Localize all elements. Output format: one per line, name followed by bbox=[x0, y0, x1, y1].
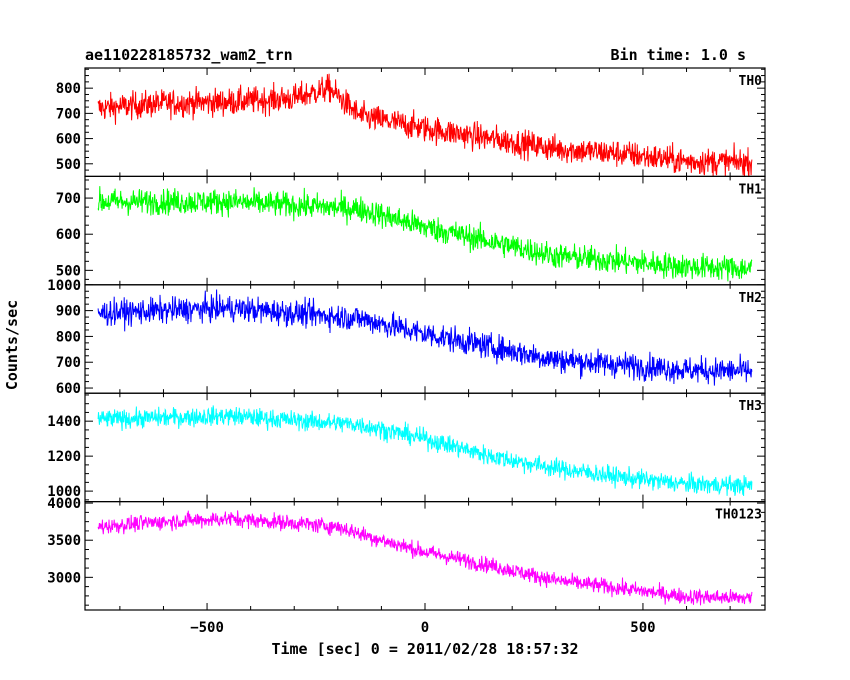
panel-th0: 500 600 700 800 TH0 bbox=[56, 67, 766, 178]
panel-th2: 600 700 800 900 1000 TH2 bbox=[47, 278, 766, 397]
chart-title: ae110228185732_wam2_trn bbox=[85, 46, 293, 64]
y-tick-label: 700 bbox=[56, 106, 81, 122]
panel-th1: 500 600 700 TH1 bbox=[56, 175, 766, 286]
series-line-th3 bbox=[97, 405, 753, 497]
series-label-th0: TH0 bbox=[739, 74, 763, 89]
series-label-th3: TH3 bbox=[739, 399, 762, 414]
y-tick-label: 500 bbox=[56, 157, 81, 173]
panel-frame bbox=[84, 392, 766, 503]
x-tick-label: 0 bbox=[421, 620, 429, 636]
x-tick-label: −500 bbox=[190, 620, 224, 636]
series-label-th1: TH1 bbox=[739, 182, 763, 197]
y-tick-label: 600 bbox=[56, 132, 81, 148]
y-tick-label: 600 bbox=[56, 381, 81, 397]
series-line-th0 bbox=[97, 73, 753, 177]
y-tick-label: 1000 bbox=[47, 484, 81, 500]
y-tick-label: 800 bbox=[56, 329, 81, 345]
bin-time-label: Bin time: 1.0 s bbox=[611, 46, 746, 64]
y-tick-label: 3000 bbox=[47, 570, 81, 586]
y-tick-label: 700 bbox=[56, 191, 81, 207]
series-label-th2: TH2 bbox=[739, 291, 762, 306]
series-line-th1 bbox=[97, 186, 753, 282]
x-axis: −500 0 500 bbox=[190, 620, 655, 636]
y-tick-label: 3500 bbox=[47, 533, 81, 549]
y-tick-label: 4000 bbox=[47, 496, 81, 512]
panel-th0123: 3000 3500 4000 TH0123 bbox=[47, 496, 766, 611]
panel-th3: 1000 1200 1400 TH3 bbox=[47, 392, 766, 503]
y-tick-label: 600 bbox=[56, 227, 81, 243]
y-tick-label: 900 bbox=[56, 304, 81, 320]
y-axis-label: Counts/sec bbox=[3, 300, 21, 390]
y-tick-label: 800 bbox=[56, 81, 81, 97]
x-tick-label: 500 bbox=[630, 620, 655, 636]
series-line-th2 bbox=[97, 289, 753, 386]
x-axis-label: Time [sec] 0 = 2011/02/28 18:57:32 bbox=[271, 640, 578, 658]
y-tick-label: 700 bbox=[56, 355, 81, 371]
y-tick-label: 500 bbox=[56, 263, 81, 279]
series-line-th0123 bbox=[97, 510, 753, 606]
panels-group: 500 600 700 800 TH0 500 600 700 TH1 600 700 800 900 1… bbox=[47, 67, 766, 611]
y-tick-label: 1000 bbox=[47, 278, 81, 294]
series-label-th0123: TH0123 bbox=[715, 508, 762, 523]
y-tick-label: 1200 bbox=[47, 449, 81, 465]
y-tick-label: 1400 bbox=[47, 414, 81, 430]
